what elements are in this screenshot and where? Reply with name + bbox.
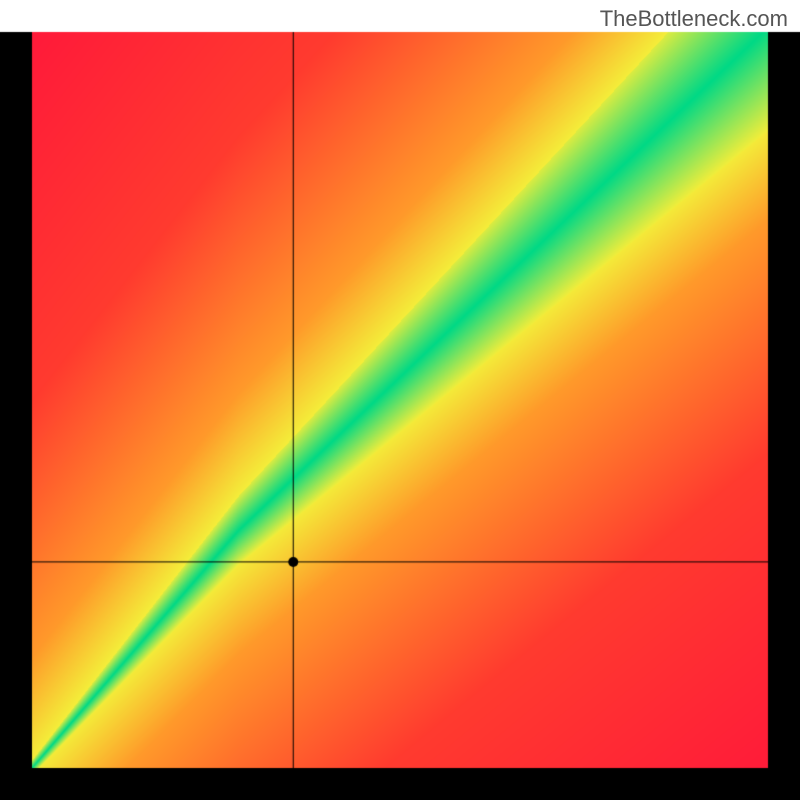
watermark-text: TheBottleneck.com bbox=[600, 6, 788, 32]
chart-container: TheBottleneck.com bbox=[0, 0, 800, 800]
bottleneck-heatmap bbox=[0, 0, 800, 800]
